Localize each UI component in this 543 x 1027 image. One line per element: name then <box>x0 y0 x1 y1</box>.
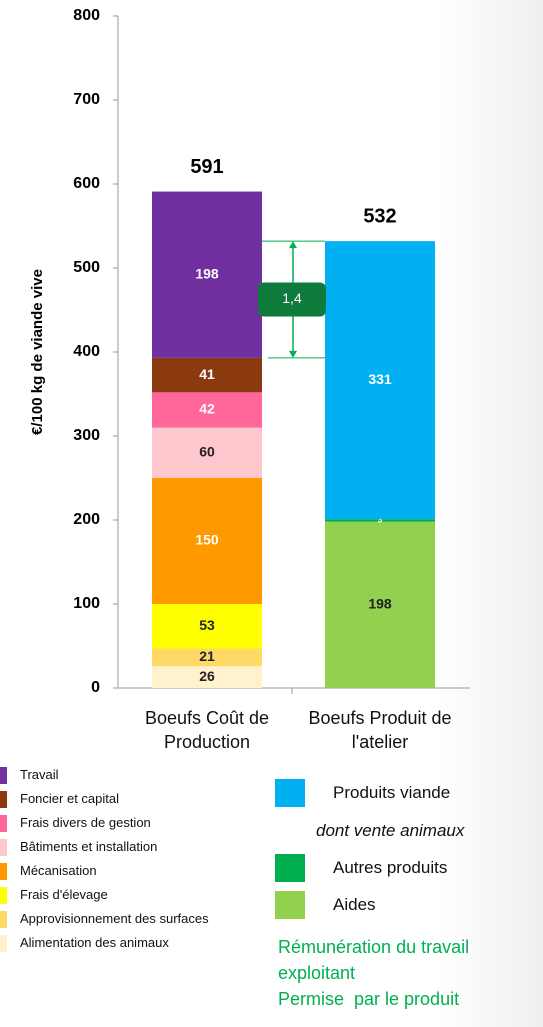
legend-label: Mécanisation <box>20 863 97 878</box>
legend-note: dont vente animaux <box>316 821 464 841</box>
legend-label: Alimentation des animaux <box>20 935 169 950</box>
y-tick-label: 700 <box>73 91 100 108</box>
legend-swatch <box>0 911 7 928</box>
data-label: 41 <box>199 366 215 382</box>
y-tick-label: 600 <box>73 175 100 192</box>
legend-label: Foncier et capital <box>20 791 119 806</box>
y-tick-label: 500 <box>73 259 100 276</box>
legend-swatch <box>275 779 305 807</box>
y-tick-label: 200 <box>73 511 100 528</box>
legend-label: Autres produits <box>333 858 447 878</box>
y-axis-label: €/100 kg de viande vive <box>29 269 46 435</box>
data-label: 198 <box>195 265 219 281</box>
legend-swatch <box>0 767 7 784</box>
legend-swatch <box>275 891 305 919</box>
total-label: 532 <box>363 205 396 227</box>
legend-label: Frais d'élevage <box>20 887 108 902</box>
data-label: 198 <box>368 596 392 612</box>
note-line: Permise par le produit <box>278 986 543 1012</box>
legend-swatch <box>0 815 7 832</box>
x-tick-label: Boeufs Coût de Production <box>122 706 292 754</box>
page: €/100 kg de viande vive 0 100 200 300 400 500… <box>0 0 543 1027</box>
legend-label: Aides <box>333 895 376 915</box>
legend-label: Frais divers de gestion <box>20 815 151 830</box>
y-tick-label: 800 <box>73 7 100 24</box>
legend-swatch <box>0 863 7 880</box>
data-label: 150 <box>195 532 219 548</box>
arrow-head <box>289 241 297 248</box>
data-label: 53 <box>199 617 215 633</box>
y-tick-label: 0 <box>91 679 100 696</box>
x-tick-label: Boeufs Produit de l'atelier <box>295 706 465 754</box>
legend-label: Bâtiments et installation <box>20 839 157 854</box>
data-label: 42 <box>199 401 215 417</box>
legend-swatch <box>0 887 7 904</box>
legend-label: Approvisionnement des surfaces <box>20 911 209 926</box>
data-label: 331 <box>368 371 392 387</box>
total-label: 591 <box>190 156 223 178</box>
y-tick-label: 400 <box>73 343 100 360</box>
legend-swatch <box>0 935 7 952</box>
data-label: 60 <box>199 444 215 460</box>
legend-label: Travail <box>20 767 59 782</box>
data-label: 21 <box>199 648 215 664</box>
note-line: exploitant <box>278 960 543 986</box>
data-label: 26 <box>199 668 215 684</box>
note-line: Rémunération du travail <box>278 934 543 960</box>
legend-swatch <box>0 791 7 808</box>
legend-swatch <box>275 854 305 882</box>
y-tick-label: 300 <box>73 427 100 444</box>
annotation: 1,4 <box>282 290 302 306</box>
y-tick-label: 100 <box>73 595 100 612</box>
legend-label: Produits viande <box>333 783 450 803</box>
legend-swatch <box>0 839 7 856</box>
arrow-head <box>289 351 297 358</box>
